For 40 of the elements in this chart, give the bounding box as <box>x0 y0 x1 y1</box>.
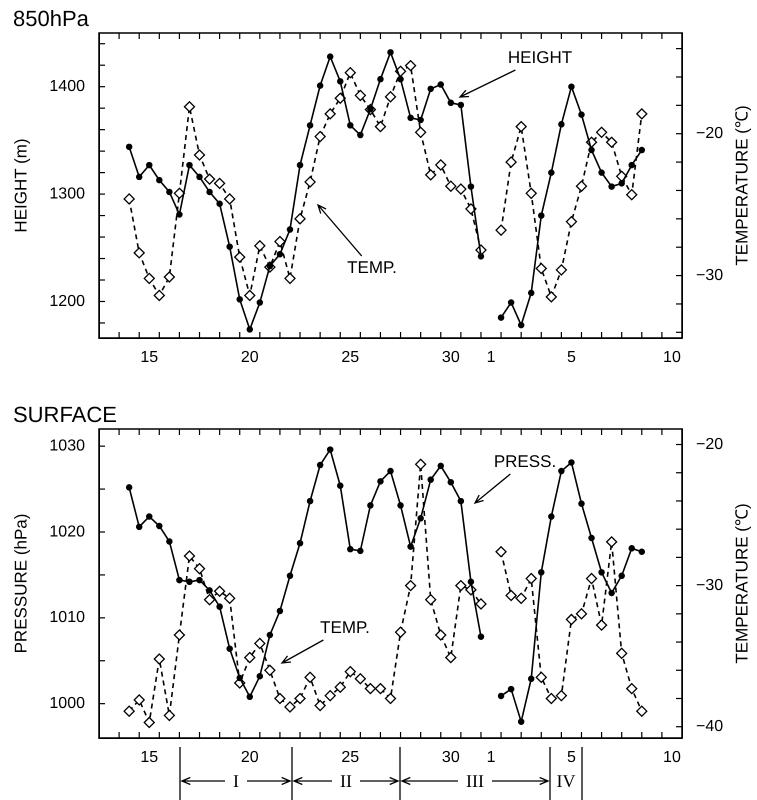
y2-tick-label: −40 <box>696 718 724 736</box>
chart-title: SURFACE <box>13 402 117 427</box>
y-axis-title: PRESSURE (hPa) <box>12 514 31 654</box>
text: IV <box>556 771 576 791</box>
y-tick-label: 1030 <box>49 438 86 455</box>
y2-axis-title: TEMPERATURE (℃) <box>732 105 752 266</box>
y2-tick-label: −20 <box>696 436 724 453</box>
annotation: HEIGHT <box>508 48 572 68</box>
x-tick-label: 20 <box>240 749 259 766</box>
text: I <box>233 771 239 791</box>
y2-tick-label: −30 <box>696 266 724 284</box>
y-axis-title: HEIGHT (m) <box>12 138 31 233</box>
annotation: PRESS. <box>494 452 556 472</box>
y-tick-label: 1400 <box>49 78 86 96</box>
x-tick-label: 10 <box>663 349 681 366</box>
x-tick-label: 25 <box>341 749 360 766</box>
y2-axis-title: TEMPERATURE (℃) <box>732 503 752 664</box>
x-tick-label: 30 <box>442 749 460 766</box>
x-tick-label: 10 <box>663 749 681 766</box>
annotation: TEMP. <box>347 258 397 278</box>
annotation: TEMP. <box>320 618 370 638</box>
x-tick-label: 5 <box>566 349 576 366</box>
y-tick-label: 1010 <box>49 609 86 626</box>
y-tick-label: 1020 <box>49 523 86 540</box>
x-tick-label: 1 <box>486 749 496 766</box>
x-tick-label: 15 <box>140 749 158 766</box>
x-tick-label: 25 <box>341 349 360 366</box>
y-tick-label: 1300 <box>49 186 86 202</box>
y2-tick-label: −20 <box>696 125 724 142</box>
text: III <box>466 771 484 791</box>
x-tick-label: 15 <box>140 349 158 366</box>
y-tick-label: 1000 <box>49 695 86 712</box>
x-tick-label: 5 <box>566 749 576 766</box>
y-tick-label: 1200 <box>49 292 86 310</box>
chart-title: 850hPa <box>13 6 90 31</box>
x-tick-label: 20 <box>240 349 259 366</box>
x-tick-label: 1 <box>486 349 496 366</box>
x-tick-label: 30 <box>442 349 460 366</box>
text: II <box>340 771 352 791</box>
y2-tick-label: −30 <box>696 577 724 594</box>
